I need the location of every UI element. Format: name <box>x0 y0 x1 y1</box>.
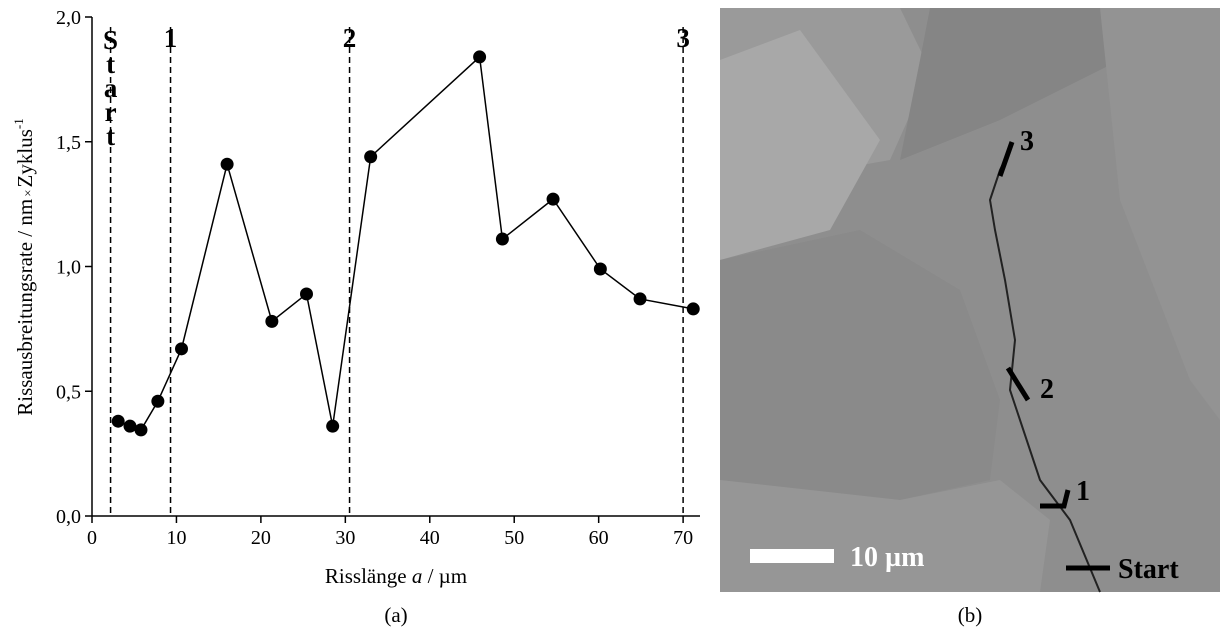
x-tick-label: 10 <box>166 527 186 549</box>
data-point <box>220 157 234 171</box>
data-line <box>117 55 694 431</box>
x-axis-title: Risslänge a / µm <box>325 564 467 588</box>
data-point <box>686 302 700 316</box>
data-point <box>299 287 313 301</box>
crack-label: Start <box>1118 554 1179 585</box>
micrograph: 10 µm 3 2 1 Start <box>720 8 1220 593</box>
data-point <box>633 292 647 306</box>
y-axis-title: Rissausbreitungsrate / nm × Zyklus-1 <box>11 118 37 416</box>
data-point <box>473 50 487 64</box>
scale-bar-label: 10 µm <box>850 542 924 573</box>
x-axis-title-part: Risslänge <box>325 564 412 588</box>
y-axis-title-part: -1 <box>11 118 26 129</box>
x-tick-label: 40 <box>420 527 440 549</box>
marker-label: Start <box>96 25 126 145</box>
x-tick-label: 60 <box>589 527 609 549</box>
data-point <box>546 192 560 206</box>
y-tick-label: 1,0 <box>56 257 81 279</box>
data-point <box>151 394 165 408</box>
y-tick-label: 0,0 <box>56 506 81 528</box>
x-axis-title-part: / µm <box>422 564 467 588</box>
x-tick-label: 20 <box>251 527 271 549</box>
x-tick-label: 30 <box>335 527 355 549</box>
x-tick-label: 70 <box>673 527 693 549</box>
x-axis-title-part: a <box>412 564 423 588</box>
marker-label: 3 <box>676 23 690 53</box>
y-tick-label: 1,5 <box>56 132 81 154</box>
crack-label: 1 <box>1076 476 1090 507</box>
y-axis-title-part: Rissausbreitungsrate / nm <box>13 199 37 416</box>
marker-label: 1 <box>164 23 178 53</box>
data-point <box>495 232 509 246</box>
data-point <box>364 150 378 164</box>
data-point <box>111 414 125 428</box>
panel-label: (a) <box>384 603 407 627</box>
y-axis-title-part: Zyklus <box>13 129 37 187</box>
data-point <box>326 419 340 433</box>
y-axis-title-part: × <box>20 189 35 196</box>
marker-label: 2 <box>343 23 357 53</box>
data-point <box>123 419 137 433</box>
data-point <box>134 423 148 437</box>
data-point <box>265 314 279 328</box>
crack-label: 3 <box>1020 126 1034 157</box>
panel-label: (b) <box>958 603 983 627</box>
y-tick-label: 0,5 <box>56 381 81 403</box>
x-tick-label: 50 <box>504 527 524 549</box>
y-tick-label: 2,0 <box>56 7 81 29</box>
x-tick-label: 0 <box>87 527 97 549</box>
crack-label: 2 <box>1040 374 1054 405</box>
data-point <box>175 342 189 356</box>
data-point <box>593 262 607 276</box>
